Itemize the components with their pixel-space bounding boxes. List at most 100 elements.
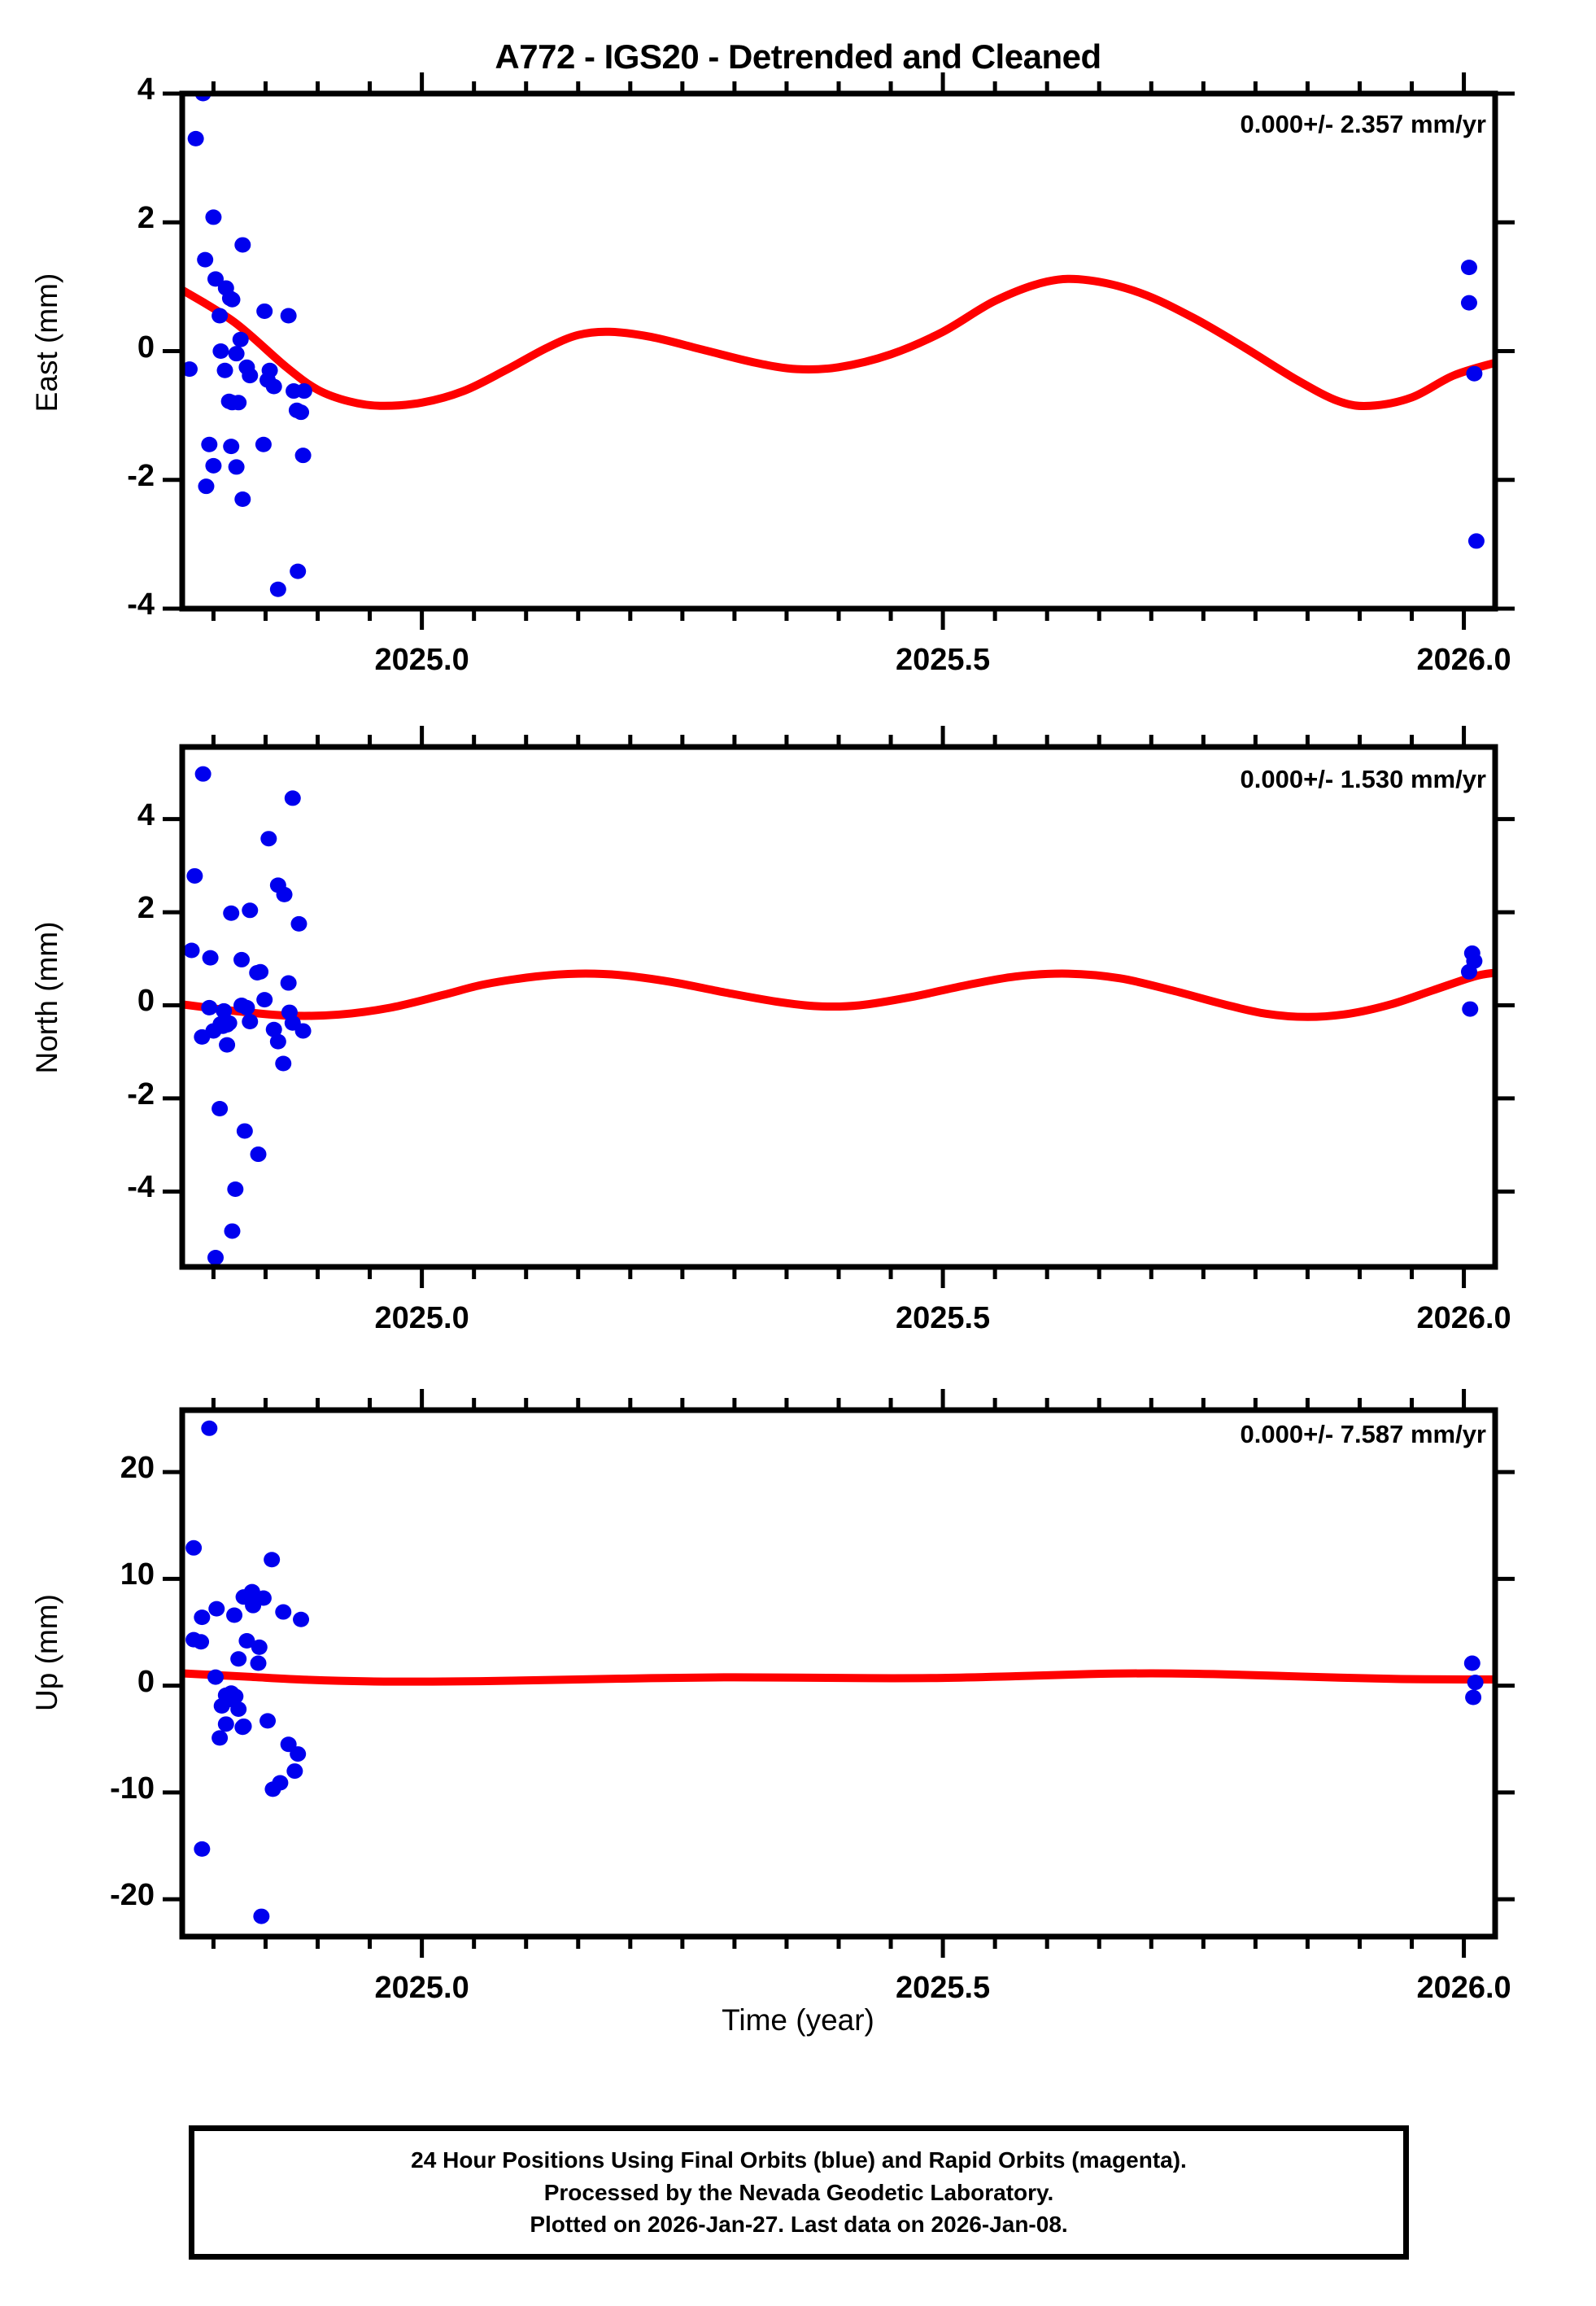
data-point: [256, 303, 273, 319]
data-point: [251, 1639, 268, 1655]
data-point: [290, 1746, 307, 1762]
series-group: [182, 766, 1495, 1266]
data-point: [238, 1632, 255, 1649]
data-point: [194, 766, 211, 782]
x-tick-label: 2026.0: [1416, 1971, 1511, 2005]
data-point: [227, 1688, 244, 1705]
rate-annotation-east: 0.000+/- 2.357 mm/yr: [1240, 110, 1486, 138]
data-point: [201, 999, 218, 1015]
y-tick-label: -2: [127, 458, 155, 493]
y-tick-label: -2: [127, 1077, 155, 1112]
data-point: [255, 1590, 272, 1606]
data-point: [202, 950, 219, 966]
data-point: [234, 237, 251, 253]
data-point: [275, 1604, 292, 1620]
data-point: [226, 1607, 243, 1623]
data-point: [276, 886, 293, 902]
data-point: [250, 1655, 267, 1671]
y-tick-label: -20: [110, 1878, 155, 1913]
data-point: [194, 1029, 211, 1045]
data-point: [242, 902, 259, 919]
data-point: [1467, 1675, 1484, 1691]
data-point: [260, 831, 277, 847]
y-tick-label: 4: [137, 797, 155, 832]
y-tick-label: -4: [127, 1170, 155, 1205]
panel-east: East (mm) 0.000+/- 2.357 mm/yr 4 2 0 -2 -4 20…: [0, 0, 1596, 700]
data-point: [197, 251, 214, 268]
data-point: [223, 905, 240, 921]
data-point: [220, 1015, 238, 1031]
data-point: [233, 951, 251, 967]
data-point: [193, 1634, 210, 1650]
data-point: [1465, 1689, 1482, 1705]
plot-area-north: [163, 726, 1515, 1288]
data-point: [207, 1250, 224, 1266]
data-point: [1460, 260, 1477, 276]
data-point: [211, 1100, 229, 1116]
y-tick-label: 0: [137, 1664, 155, 1699]
data-point: [208, 1601, 225, 1617]
y-tick-label: 2: [137, 891, 155, 926]
data-point: [230, 395, 247, 411]
data-point: [224, 1223, 241, 1239]
y-tick-label: 4: [137, 72, 155, 107]
x-tick-label: 2025.5: [895, 1971, 991, 2005]
data-point: [1463, 1655, 1480, 1671]
data-point: [250, 1146, 267, 1163]
data-point: [234, 491, 251, 507]
rate-annotation-north: 0.000+/- 1.530 mm/yr: [1240, 765, 1486, 793]
plot-frame: [179, 90, 1498, 612]
y-tick-label: -10: [110, 1771, 155, 1806]
data-point: [198, 478, 215, 495]
data-point: [253, 1908, 270, 1924]
data-point: [201, 1420, 218, 1436]
data-point: [242, 1014, 259, 1030]
data-point: [269, 581, 286, 597]
data-point: [294, 1023, 312, 1039]
rate-annotation-up: 0.000+/- 7.587 mm/yr: [1240, 1420, 1486, 1448]
page-title: A772 - IGS20 - Detrended and Cleaned: [495, 37, 1101, 76]
x-tick-label: 2025.0: [374, 1301, 469, 1335]
x-tick-label: 2026.0: [1416, 1301, 1511, 1335]
x-tick-label: 2025.5: [895, 643, 991, 677]
x-tick-label: 2025.0: [374, 1971, 469, 2005]
data-point: [227, 1181, 244, 1197]
y-tick-label: 10: [120, 1557, 155, 1592]
data-point: [1466, 365, 1483, 382]
data-point: [223, 439, 240, 455]
data-point: [242, 368, 259, 384]
y-tick-label: 20: [120, 1451, 155, 1486]
fit-curve: [182, 968, 1495, 1021]
data-point: [230, 1701, 247, 1717]
data-point: [207, 271, 224, 287]
data-point: [228, 459, 245, 475]
series-group: [182, 94, 1495, 597]
data-point: [194, 1841, 211, 1857]
data-point: [1460, 963, 1477, 980]
data-point: [284, 790, 301, 806]
data-point: [295, 383, 312, 400]
data-point: [186, 867, 203, 884]
data-point: [1460, 295, 1477, 311]
data-point: [211, 308, 229, 324]
data-point: [286, 1763, 303, 1780]
data-point: [232, 331, 249, 347]
data-point: [294, 448, 312, 464]
data-point: [228, 346, 245, 362]
y-tick-label: -4: [127, 587, 155, 622]
data-point: [205, 457, 222, 474]
data-point: [201, 436, 218, 452]
x-tick-label: 2026.0: [1416, 643, 1511, 677]
fit-curve: [182, 1669, 1495, 1686]
caption-box: 24 Hour Positions Using Final Orbits (bl…: [189, 2125, 1409, 2260]
data-point: [235, 1718, 252, 1734]
data-point: [212, 343, 229, 359]
x-tick-label: 2025.0: [374, 643, 469, 677]
panel-up: Up (mm) 0.000+/- 7.587 mm/yr 20 10 0 -10 -20…: [0, 1310, 1596, 2026]
data-point: [185, 1540, 203, 1556]
data-point: [219, 1037, 236, 1053]
x-axis-label: Time (year): [722, 2003, 874, 2037]
data-point: [264, 1552, 281, 1568]
data-point: [256, 992, 273, 1008]
caption-line-2: Processed by the Nevada Geodetic Laborat…: [543, 2179, 1054, 2205]
